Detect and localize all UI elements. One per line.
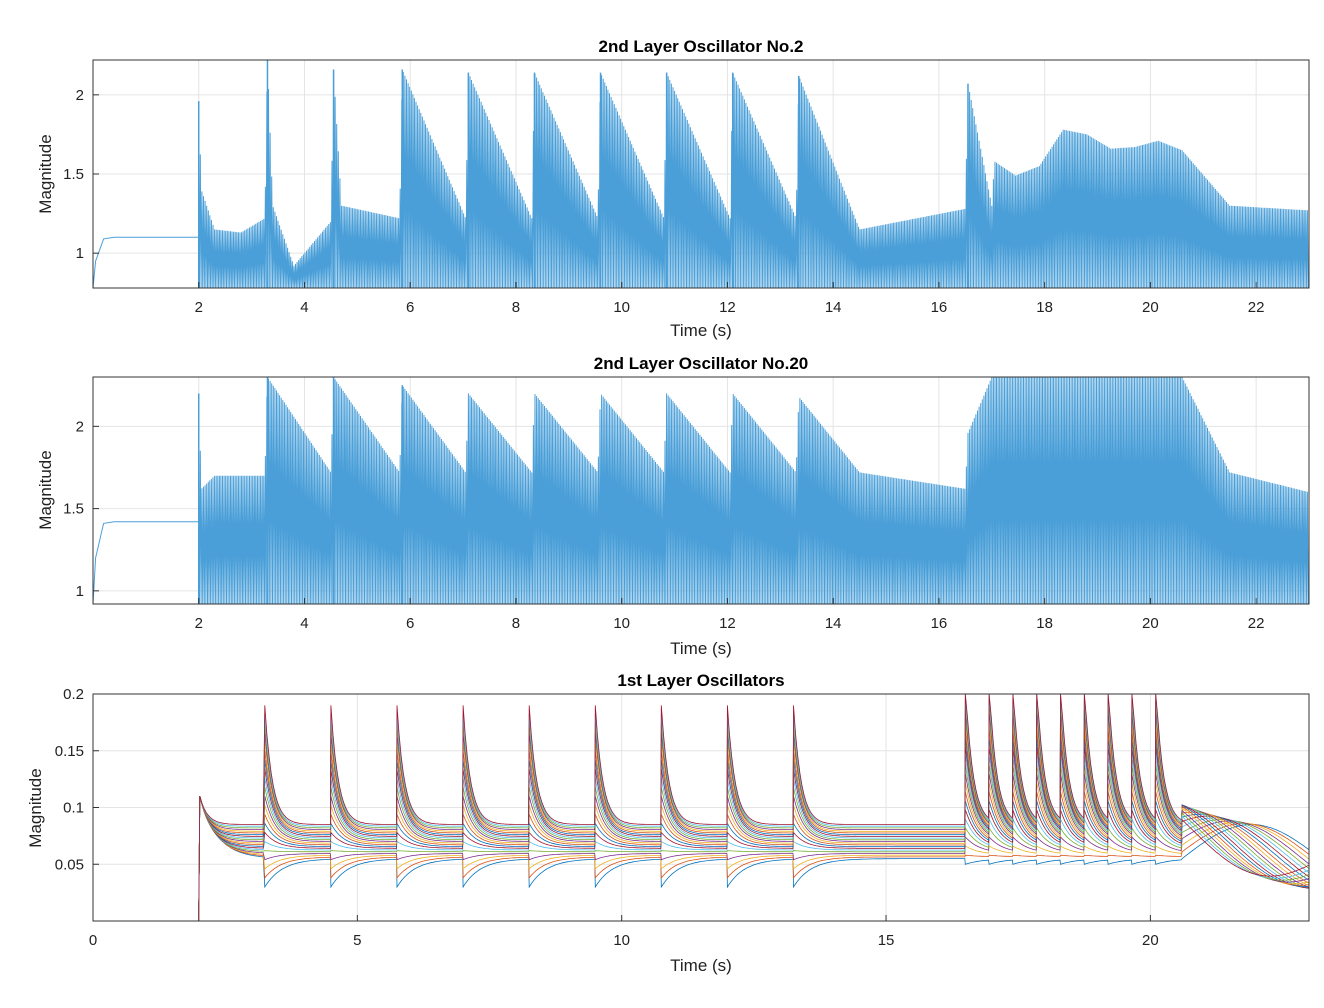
panel-title: 1st Layer Oscillators (617, 671, 784, 690)
y-tick-label: 1 (76, 245, 84, 262)
x-tick-label: 14 (825, 615, 842, 632)
oscillator-trace (198, 795, 1309, 921)
x-tick-label: 18 (1036, 615, 1053, 632)
x-tick-label: 0 (89, 932, 97, 949)
series-group (93, 60, 1309, 288)
y-tick-label: 0.1 (63, 800, 84, 817)
oscillator-trace (198, 718, 1309, 921)
x-tick-label: 4 (300, 299, 308, 316)
y-tick-label: 0.2 (63, 686, 84, 703)
oscillator-trace (198, 746, 1309, 921)
series-group (93, 377, 1309, 604)
y-tick-label: 1.5 (63, 501, 84, 518)
x-tick-label: 4 (300, 615, 308, 632)
oscillator-trace (198, 694, 1309, 921)
series-group (198, 694, 1309, 921)
x-axis-label: Time (s) (670, 321, 732, 340)
x-tick-label: 6 (406, 615, 414, 632)
y-tick-labels: 11.52 (63, 418, 99, 600)
y-tick-labels: 11.52 (63, 87, 99, 262)
y-tick-label: 0.15 (55, 743, 84, 760)
x-tick-label: 22 (1248, 615, 1265, 632)
series-clip (93, 60, 1309, 288)
oscillator-trace (198, 773, 1309, 921)
oscillator-trace (198, 709, 1309, 921)
oscillator-trace (198, 700, 1309, 921)
x-tick-label: 10 (613, 932, 630, 949)
oscillator-trace (198, 755, 1309, 921)
y-tick-label: 0.05 (55, 856, 84, 873)
series-line (93, 377, 1309, 604)
x-tick-label: 12 (719, 615, 736, 632)
x-tick-label: 16 (931, 615, 948, 632)
axes-frame (92, 376, 1310, 605)
x-tick-label: 6 (406, 299, 414, 316)
x-tick-label: 8 (512, 299, 520, 316)
x-tick-labels: 2 4 6 8 10 12 14 16 18 20 22 (195, 598, 1265, 632)
x-tick-label: 10 (613, 615, 630, 632)
y-axis-label: Magnitude (36, 134, 55, 213)
x-tick-label: 8 (512, 615, 520, 632)
y-tick-label: 1.5 (63, 166, 84, 183)
series-clip (198, 694, 1309, 921)
x-tick-label: 2 (195, 299, 203, 316)
panel-oscillator-no20: 2nd Layer Oscillator No.20 2 4 6 8 10 12 14 16 1… (36, 354, 1310, 658)
x-axis-label: Time (s) (670, 639, 732, 658)
panel-oscillator-no2: 2nd Layer Oscillator No.2 2 4 6 8 10 12 14 16 18… (36, 37, 1310, 340)
x-tick-label: 2 (195, 615, 203, 632)
x-axis-label: Time (s) (670, 956, 732, 975)
series-line (93, 69, 1309, 288)
x-tick-label: 20 (1142, 615, 1159, 632)
y-axis-label: Magnitude (36, 450, 55, 529)
oscillator-trace (198, 795, 1309, 921)
y-tick-labels: 0.05 0.1 0.15 0.2 (55, 686, 99, 873)
oscillator-trace (198, 796, 1309, 921)
y-tick-label: 2 (76, 418, 84, 435)
oscillator-trace (198, 795, 1309, 921)
oscillator-trace (198, 795, 1309, 921)
x-tick-label: 20 (1142, 932, 1159, 949)
panel-first-layer-oscillators: 1st Layer Oscillators 0 5 10 15 20 0.050.10.… (26, 671, 1310, 975)
series-clip (93, 377, 1309, 604)
oscillator-trace (198, 795, 1309, 921)
panel-title: 2nd Layer Oscillator No.20 (594, 354, 808, 373)
y-axis-label: Magnitude (26, 768, 45, 847)
x-tick-labels: 2 4 6 8 10 12 14 16 18 20 22 (195, 282, 1265, 316)
y-tick-label: 2 (76, 87, 84, 104)
x-tick-labels: 0 5 10 15 20 (89, 915, 1159, 949)
x-tick-label: 15 (878, 932, 895, 949)
x-tick-label: 16 (931, 299, 948, 316)
x-tick-label: 22 (1248, 299, 1265, 316)
oscillator-trace (198, 728, 1309, 921)
x-tick-label: 18 (1036, 299, 1053, 316)
oscillator-trace (198, 782, 1309, 921)
x-tick-label: 10 (613, 299, 630, 316)
x-tick-label: 12 (719, 299, 736, 316)
oscillator-trace (198, 795, 1309, 921)
oscillator-trace (198, 795, 1309, 921)
x-tick-label: 14 (825, 299, 842, 316)
x-tick-label: 20 (1142, 299, 1159, 316)
panel-title: 2nd Layer Oscillator No.2 (598, 37, 803, 56)
oscillator-trace (198, 737, 1309, 921)
y-tick-label: 1 (76, 583, 84, 600)
x-tick-label: 5 (353, 932, 361, 949)
oscillator-trace (198, 694, 1309, 921)
oscillator-trace (198, 764, 1309, 921)
oscillator-trace (198, 791, 1309, 921)
